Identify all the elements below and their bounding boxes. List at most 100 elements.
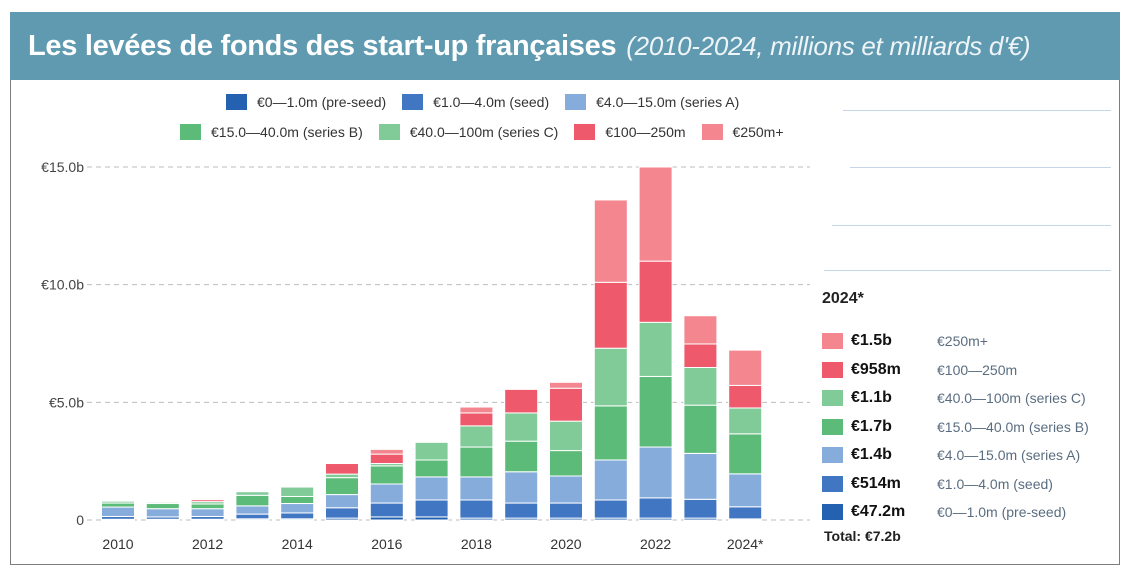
bar-segment[interactable] — [504, 412, 539, 442]
bar-segment[interactable] — [369, 465, 404, 485]
bar-segment[interactable] — [549, 450, 583, 477]
bar-segment[interactable] — [235, 513, 270, 520]
side-panel-row: €958m €100—250m — [822, 361, 1017, 379]
bar-segment[interactable] — [683, 498, 718, 519]
bar-segment[interactable] — [683, 404, 718, 454]
legend-item[interactable]: €15.0—40.0m (series B) — [180, 124, 363, 140]
bar-segment[interactable] — [504, 471, 539, 504]
bar-segment[interactable] — [638, 321, 673, 377]
bar-segment[interactable] — [459, 425, 494, 448]
bar-segment[interactable] — [101, 500, 135, 504]
bar-segment[interactable] — [235, 494, 270, 507]
legend-item[interactable]: €250m+ — [701, 124, 784, 140]
bar-segment[interactable] — [638, 166, 673, 262]
bar-segment[interactable] — [638, 446, 673, 499]
bar-segment[interactable] — [459, 412, 494, 427]
legend-item[interactable]: €1.0—4.0m (seed) — [402, 94, 549, 110]
bar-segment[interactable] — [145, 501, 180, 505]
bar-segment[interactable] — [683, 452, 718, 500]
bar-segment[interactable] — [369, 448, 404, 455]
bar-segment[interactable] — [728, 433, 763, 475]
x-tick-label: 2018 — [461, 536, 492, 552]
bar-segment[interactable] — [593, 199, 628, 283]
bar-segment[interactable] — [414, 499, 449, 518]
bar-segment[interactable] — [369, 483, 404, 504]
y-tick-label: €15.0b — [41, 159, 84, 175]
bar-segment[interactable] — [459, 446, 494, 478]
side-panel-swatch — [822, 390, 843, 406]
y-tick-label: 0 — [76, 512, 84, 528]
bar-segment[interactable] — [593, 347, 628, 407]
bar-segment[interactable] — [683, 367, 718, 406]
bar-segment[interactable] — [549, 387, 583, 422]
legend-item[interactable]: €40.0—100m (series C) — [378, 124, 558, 140]
bar-segment[interactable] — [414, 459, 449, 478]
bar-segment[interactable] — [325, 463, 359, 475]
bar-segment[interactable] — [593, 499, 628, 519]
bar-segment[interactable] — [683, 315, 718, 345]
bar-segment[interactable] — [235, 491, 270, 496]
bar-segment[interactable] — [638, 375, 673, 448]
bar-segment[interactable] — [325, 507, 359, 519]
bar-segment[interactable] — [638, 260, 673, 323]
chart-header: Les levées de fonds des start-up françai… — [10, 12, 1120, 80]
bar-segment[interactable] — [593, 405, 628, 461]
bar-segment[interactable] — [414, 441, 449, 461]
bar-segment[interactable] — [414, 476, 449, 501]
side-panel-label: €1.0—4.0m (seed) — [937, 475, 1053, 492]
bar-segment[interactable] — [549, 381, 583, 389]
bar-segment[interactable] — [145, 508, 180, 518]
legend-item[interactable]: €0—1.0m (pre-seed) — [226, 94, 386, 110]
bar-segment[interactable] — [190, 503, 225, 510]
legend-item[interactable]: €4.0—15.0m (series A) — [565, 94, 739, 110]
bar-segment[interactable] — [280, 512, 315, 520]
bar-segment[interactable] — [549, 475, 583, 504]
bar-segment[interactable] — [549, 420, 583, 452]
bar-segment[interactable] — [683, 343, 718, 369]
side-panel-swatch — [822, 475, 843, 492]
bar-segment[interactable] — [325, 494, 359, 509]
bar-segment[interactable] — [280, 495, 315, 505]
bar-segment[interactable] — [235, 505, 270, 515]
bar-segment[interactable] — [190, 508, 225, 517]
bar-segment[interactable] — [728, 506, 763, 520]
bar-segment[interactable] — [325, 473, 359, 479]
bar-segment[interactable] — [325, 477, 359, 496]
legend-label: €4.0—15.0m (series A) — [596, 94, 740, 110]
bar-segment[interactable] — [190, 499, 225, 503]
legend-swatch — [180, 124, 201, 140]
bar-segment[interactable] — [593, 281, 628, 349]
decorative-line — [850, 167, 1111, 168]
legend-item[interactable]: €100—250m — [574, 124, 686, 140]
bar-segment[interactable] — [728, 349, 763, 386]
bar-segment[interactable] — [459, 476, 494, 501]
bar-segment[interactable] — [728, 384, 763, 409]
bar-segment[interactable] — [459, 406, 494, 414]
legend-swatch — [378, 124, 400, 140]
side-panel-value: €514m — [851, 474, 901, 492]
x-tick-label: 2016 — [371, 536, 402, 552]
bar-segment[interactable] — [459, 499, 494, 519]
x-tick-label: 2020 — [550, 536, 581, 552]
side-panel-label: €40.0—100m (series C) — [937, 390, 1086, 406]
bar-segment[interactable] — [369, 453, 404, 465]
bar-segment[interactable] — [280, 503, 315, 514]
side-panel-row: €1.1b €40.0—100m (series C) — [822, 389, 1086, 407]
legend-swatch — [574, 124, 596, 140]
bar-segment[interactable] — [369, 502, 404, 518]
bar-segment[interactable] — [145, 503, 180, 510]
side-panel-row: €47.2m €0—1.0m (pre-seed) — [822, 503, 1066, 521]
bar-segment[interactable] — [101, 502, 135, 508]
bar-segment[interactable] — [101, 506, 135, 517]
bar-segment[interactable] — [638, 497, 673, 519]
bar-segment[interactable] — [504, 388, 539, 414]
side-panel-total: Total: €7.2b — [824, 528, 901, 544]
bar-segment[interactable] — [504, 440, 539, 473]
bar-segment[interactable] — [549, 502, 583, 519]
bar-segment[interactable] — [593, 459, 628, 501]
bar-segment[interactable] — [728, 473, 763, 508]
bar-segment[interactable] — [504, 502, 539, 519]
bar-segment[interactable] — [280, 486, 315, 497]
bar-segment[interactable] — [728, 407, 763, 435]
legend-row-1: €0—1.0m (pre-seed) €1.0—4.0m (seed) €4.0—1… — [226, 94, 755, 110]
